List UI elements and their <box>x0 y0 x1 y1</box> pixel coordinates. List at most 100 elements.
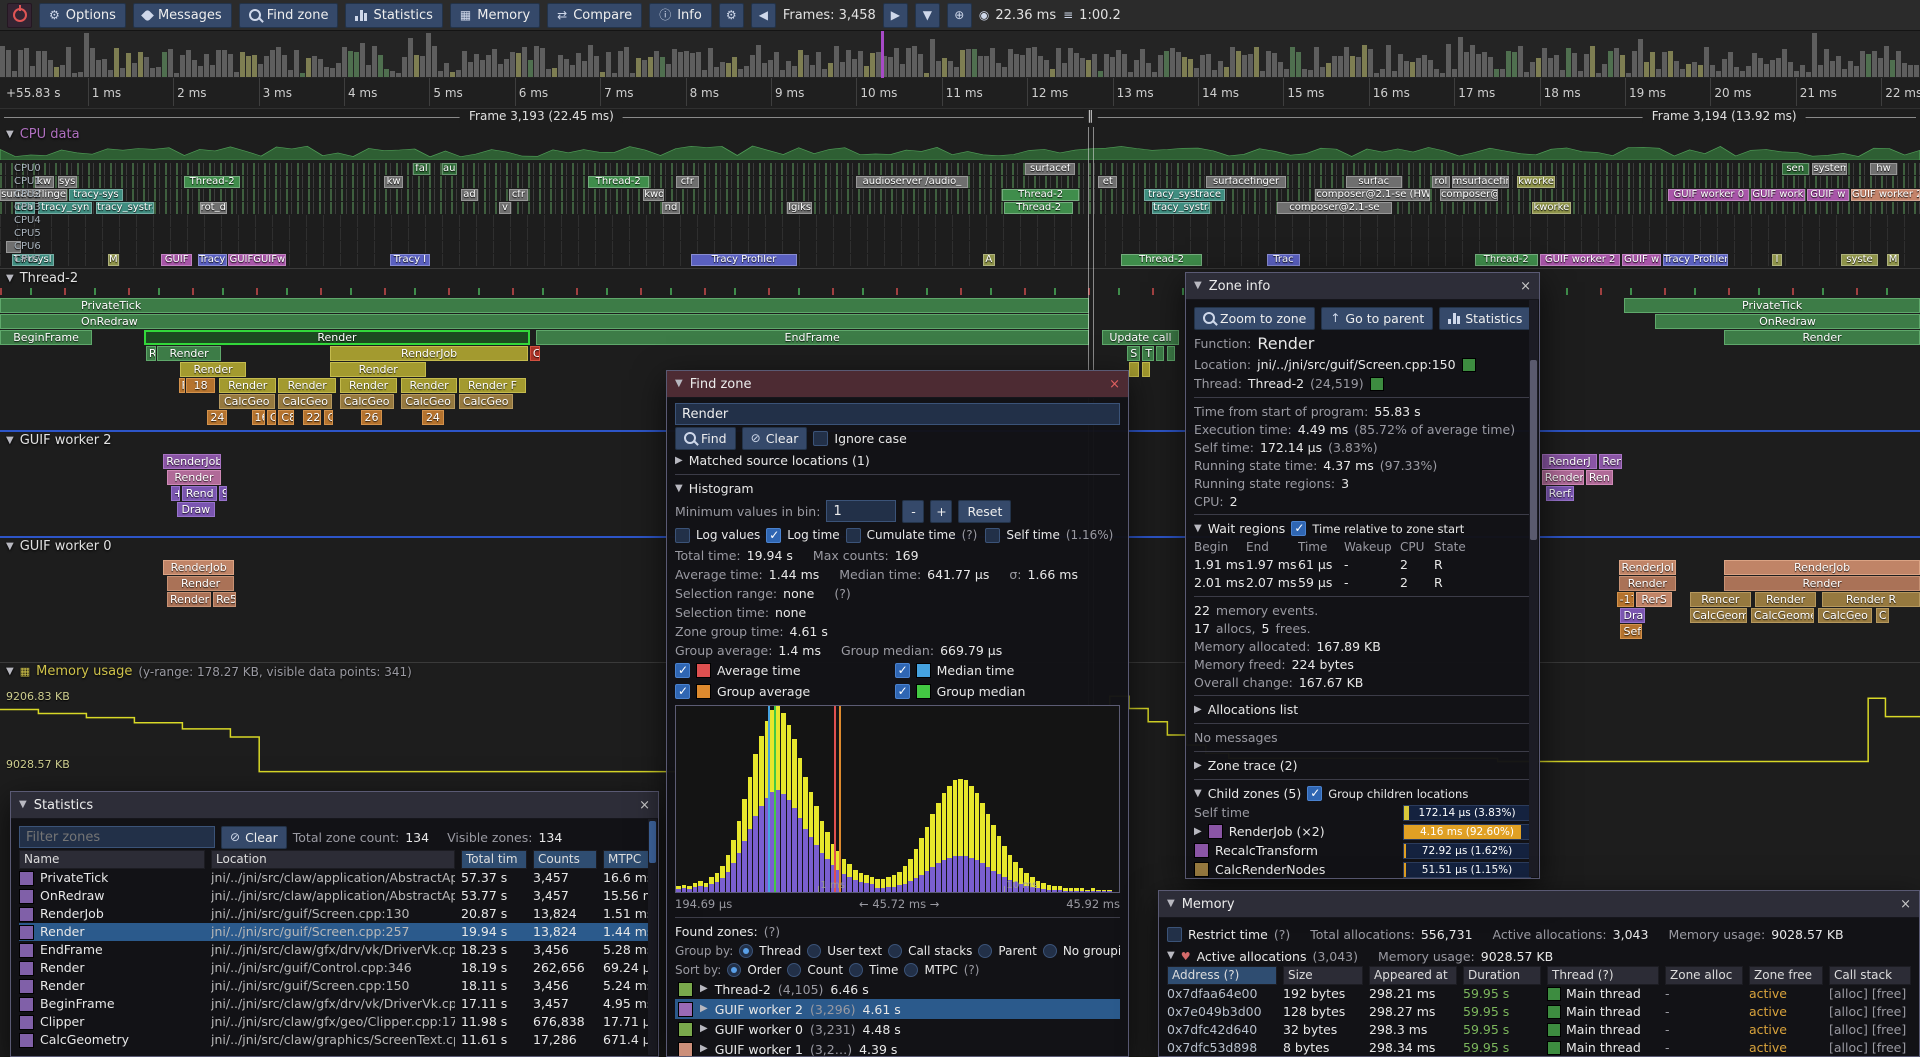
series-checkbox[interactable] <box>675 663 690 678</box>
action-button-1[interactable]: ↑ Go to parent <box>1321 306 1434 330</box>
timeline-zone[interactable] <box>1155 346 1164 361</box>
cpu-zone[interactable]: system_s <box>1812 163 1848 175</box>
frame-set-dropdown[interactable]: ▼ <box>914 2 940 28</box>
thread-header[interactable]: ▼ GUIF worker 2 <box>6 433 111 448</box>
cpu-zone[interactable]: tracy_systrace <box>1152 202 1210 214</box>
column-header[interactable]: Zone free <box>1749 966 1823 985</box>
table-row[interactable]: CalcGeometry jni/../jni/src/claw/graphics… <box>19 1031 650 1049</box>
collapse-icon[interactable]: ▼ <box>1194 280 1202 291</box>
cpu-zone[interactable]: surfacef <box>1025 163 1076 175</box>
cpu-zone[interactable]: GUIF worker 0 <box>1668 189 1750 201</box>
cpu-zone[interactable]: surfacefinger <box>1205 176 1287 188</box>
close-icon[interactable]: × <box>1520 278 1531 294</box>
cpu-zone[interactable]: surfac <box>1345 176 1402 188</box>
column-header[interactable]: MTPC <box>603 850 650 869</box>
toolbar-button-memory[interactable]: ▦ Memory <box>449 2 541 28</box>
timeline-zone[interactable]: Ren <box>1585 470 1613 485</box>
wait-table-row[interactable]: 1.91 ms 1.97 ms 61 µs - 2 R <box>1194 556 1531 574</box>
cpu-zone[interactable]: GUIF w <box>1622 254 1661 266</box>
timeline-zone[interactable]: Render <box>339 378 398 393</box>
timeline-zone[interactable]: 18 <box>186 378 216 393</box>
column-header[interactable]: Thread (?) <box>1547 966 1659 985</box>
cpu-zone[interactable]: surfaceflinge <box>0 189 68 201</box>
scrollbar[interactable] <box>1529 300 1538 877</box>
timeline-zone[interactable]: CalcGeomet <box>1751 608 1815 623</box>
cpu-zone[interactable]: I <box>1772 254 1782 266</box>
cpu-zone[interactable]: composer@2.1-se <box>1276 202 1392 214</box>
table-row[interactable]: OnRedraw jni/../jni/src/claw/application/… <box>19 887 650 905</box>
toolbar-button-messages[interactable]: Messages <box>132 2 232 28</box>
cpu-zone[interactable]: Tracy Profiler <box>1662 254 1728 266</box>
found-zone-group[interactable]: ▶ GUIF worker 0 (3,231) 4.48 s <box>675 1019 1120 1039</box>
timeline-zone[interactable]: Render <box>278 378 336 393</box>
column-header[interactable]: Total tim <box>461 850 527 869</box>
radio-button[interactable] <box>807 943 822 958</box>
cpu-zone[interactable]: cfr <box>508 189 528 201</box>
cpu-zone[interactable]: M <box>1887 254 1899 266</box>
timeline-zone[interactable]: Render <box>1541 470 1584 485</box>
timeline-zone[interactable]: C <box>266 410 276 425</box>
timeline-zone[interactable]: RenderJob <box>330 346 528 361</box>
wait-column-header[interactable]: State <box>1434 540 1466 554</box>
timeline-zone[interactable]: 22 <box>303 410 321 425</box>
cpu-zone[interactable]: Thread-2 <box>1004 202 1074 214</box>
allocation-row[interactable]: 0x7dfc42d640 32 bytes 298.3 ms 59.95 s Main … <box>1167 1021 1911 1039</box>
timeline-zone[interactable]: Draw <box>176 502 216 517</box>
thread-header[interactable]: ▼ Thread-2 <box>6 271 78 286</box>
cpu-zone[interactable]: ad <box>460 189 479 201</box>
cpu-zone[interactable]: Thread-2 <box>1474 254 1538 266</box>
radio-button[interactable] <box>727 962 742 977</box>
allocation-row[interactable]: 0x7dfaa64e00 192 bytes 298.21 ms 59.95 s Mai… <box>1167 985 1911 1003</box>
zoom-to-frame-button[interactable]: ⊕ <box>946 2 972 28</box>
cpu-zone[interactable]: kwo <box>643 189 665 201</box>
collapse-icon[interactable]: ▼ <box>6 434 14 446</box>
timeline-zone[interactable] <box>1142 362 1151 377</box>
cpu-data-header[interactable]: ▼ CPU data <box>6 127 80 142</box>
timeline-zone[interactable]: Render <box>218 378 277 393</box>
table-row[interactable]: Render jni/../jni/src/guif/Screen.cpp:257… <box>19 923 650 941</box>
ignore-case-checkbox[interactable] <box>813 430 829 446</box>
decrease-bin-button[interactable]: - <box>902 499 925 523</box>
child-zone-row[interactable]: ▶ RenderJob (×2) 4.16 ms (92.60%) <box>1194 822 1531 841</box>
reset-button[interactable]: Reset <box>958 499 1012 523</box>
timeline-zone[interactable]: Render <box>1618 576 1677 591</box>
timeline-zone[interactable]: Render <box>401 378 457 393</box>
power-button[interactable] <box>7 2 32 28</box>
collapse-icon[interactable]: ▼ <box>6 665 14 677</box>
wait-column-header[interactable]: CPU <box>1400 540 1425 554</box>
cpu-zone[interactable]: rol <box>1432 176 1450 188</box>
collapse-icon[interactable]: ▶ <box>700 1003 708 1014</box>
table-row[interactable]: BeginFrame jni/../jni/src/claw/gfx/drv/vk… <box>19 995 650 1013</box>
timeline-zone[interactable]: Render <box>157 346 221 361</box>
cpu-zone[interactable]: A <box>983 254 995 266</box>
prev-frame-button[interactable]: ◀ <box>750 2 776 28</box>
radio-button[interactable] <box>849 962 864 977</box>
cpu-zone[interactable]: au <box>441 163 457 175</box>
timeline-zone[interactable]: CalcGeo <box>278 394 333 409</box>
timeline-zone[interactable]: Render F <box>458 378 527 393</box>
radio-button[interactable] <box>978 943 993 958</box>
zone-search-input[interactable] <box>675 403 1120 425</box>
memory-titlebar[interactable]: ▼ Memory × <box>1159 891 1919 918</box>
frames-minimap[interactable] <box>0 31 1920 79</box>
column-header[interactable]: Counts <box>533 850 597 869</box>
timeline-zone[interactable]: Dra <box>1620 608 1646 623</box>
radio-button[interactable] <box>904 962 919 977</box>
timeline-zone[interactable]: PrivateTick <box>1624 298 1920 313</box>
series-checkbox[interactable] <box>675 684 690 699</box>
timeline-zone[interactable]: Render <box>1724 576 1920 591</box>
collapse-icon[interactable]: ▶ <box>1194 703 1202 715</box>
option-checkbox[interactable] <box>675 527 690 543</box>
cpu-zone[interactable]: sys <box>57 176 77 188</box>
zone-trace-toggle[interactable]: ▶ Zone trace (2) <box>1194 756 1531 775</box>
timeline-zone[interactable] <box>1128 362 1139 377</box>
timeline-zone[interactable]: 9 <box>218 486 227 501</box>
cpu-zone[interactable]: Thread-2 <box>1002 189 1080 201</box>
timeline-zone[interactable]: CalcGeo <box>339 394 394 409</box>
collapse-icon[interactable]: ▼ <box>1167 950 1175 961</box>
table-row[interactable]: RenderJob jni/../jni/src/guif/Screen.cpp:… <box>19 905 650 923</box>
cpu-zone[interactable]: Tracy I <box>389 254 431 266</box>
action-button-2[interactable]: Statistics <box>1439 306 1531 330</box>
cpu-zone[interactable] <box>5 241 22 253</box>
column-header[interactable]: Location <box>211 850 455 869</box>
